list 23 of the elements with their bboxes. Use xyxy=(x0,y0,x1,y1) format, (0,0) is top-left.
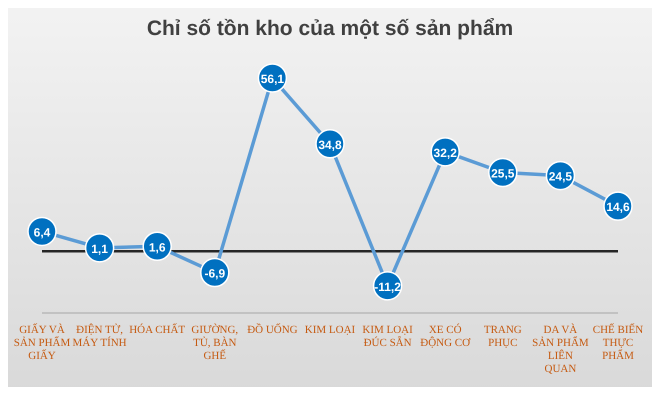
x-tick-label: HÓA CHẤT xyxy=(129,323,186,336)
data-label: 1,6 xyxy=(148,240,166,254)
x-tick-label: ĐỒ UỐNG xyxy=(247,323,298,336)
data-label: 56,1 xyxy=(260,72,284,86)
data-label: 1,1 xyxy=(91,242,108,256)
x-tick-label: KIM LOẠI ĐÚC SẴN xyxy=(362,324,414,349)
data-label: 34,8 xyxy=(318,138,342,152)
x-tick-label: TRANG PHỤC xyxy=(484,324,522,349)
x-tick-label: CHẾ BIẾN THỰC PHẨM xyxy=(592,323,644,362)
chart-title: Chỉ số tồn kho của một số sản phẩm xyxy=(146,16,514,42)
data-label: -6,9 xyxy=(204,266,226,281)
data-label: 24,5 xyxy=(548,170,572,184)
data-label: -11,2 xyxy=(374,280,402,294)
x-tick-label: XE CÓ ĐỘNG CƠ xyxy=(420,323,472,349)
x-tick-label: GIƯỜNG, TỦ, BÀN GHẾ xyxy=(191,323,238,362)
data-label: 32,2 xyxy=(434,146,458,160)
x-tick-label: ĐIỆN TỬ, MÁY TÍNH xyxy=(72,323,127,349)
data-label: 14,6 xyxy=(606,200,630,214)
x-tick-label: DA VÀ SẢN PHẨM LIÊN QUAN xyxy=(532,323,589,375)
data-label: 25,5 xyxy=(491,166,515,181)
x-tick-label: KIM LOẠI xyxy=(304,324,356,336)
x-tick-label: GIẤY VÀ SẢN PHẨM GIẤY xyxy=(14,323,70,362)
data-label: 6,4 xyxy=(34,225,51,240)
